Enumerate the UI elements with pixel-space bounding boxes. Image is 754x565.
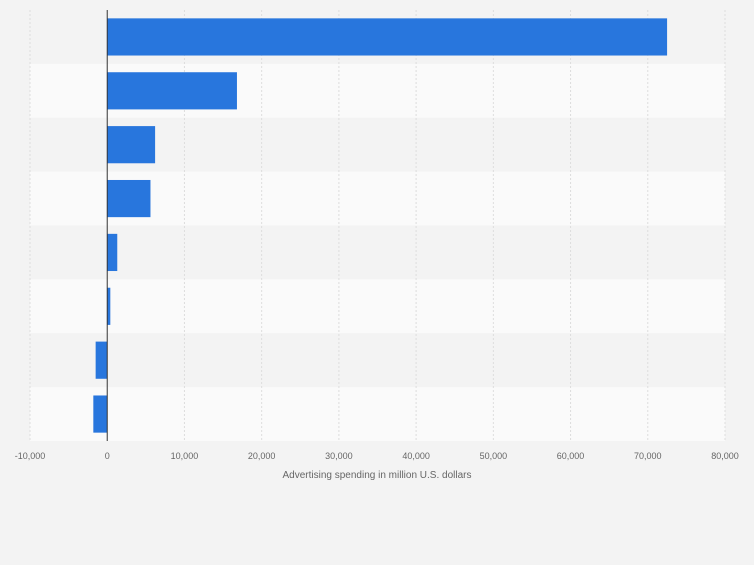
x-tick-label: -10,000 — [15, 451, 46, 461]
x-tick-labels: -10,000 0 10,000 20,000 30,000 40,000 50,000 60… — [15, 451, 739, 461]
x-axis-label: Advertising spending in million U.S. dol… — [283, 470, 472, 481]
bar[interactable] — [93, 395, 108, 433]
bar[interactable] — [107, 126, 156, 164]
row-band — [30, 387, 725, 441]
bar[interactable] — [107, 72, 237, 110]
x-tick-label: 40,000 — [402, 451, 430, 461]
row-band — [30, 333, 725, 388]
x-tick-label: 80,000 — [711, 451, 739, 461]
bar[interactable] — [107, 18, 668, 56]
bar[interactable] — [95, 341, 108, 379]
row-band — [30, 225, 725, 280]
x-tick-label: 0 — [105, 451, 110, 461]
x-tick-label: 10,000 — [171, 451, 199, 461]
bar[interactable] — [107, 179, 151, 218]
x-tick-label: 20,000 — [248, 451, 276, 461]
bars — [93, 18, 668, 433]
bar[interactable] — [107, 287, 111, 325]
row-bands — [30, 10, 725, 441]
x-tick-label: 70,000 — [634, 451, 662, 461]
row-band — [30, 279, 725, 334]
bar[interactable] — [107, 233, 118, 272]
x-tick-label: 50,000 — [480, 451, 508, 461]
x-tick-label: 60,000 — [557, 451, 585, 461]
x-tick-label: 30,000 — [325, 451, 353, 461]
